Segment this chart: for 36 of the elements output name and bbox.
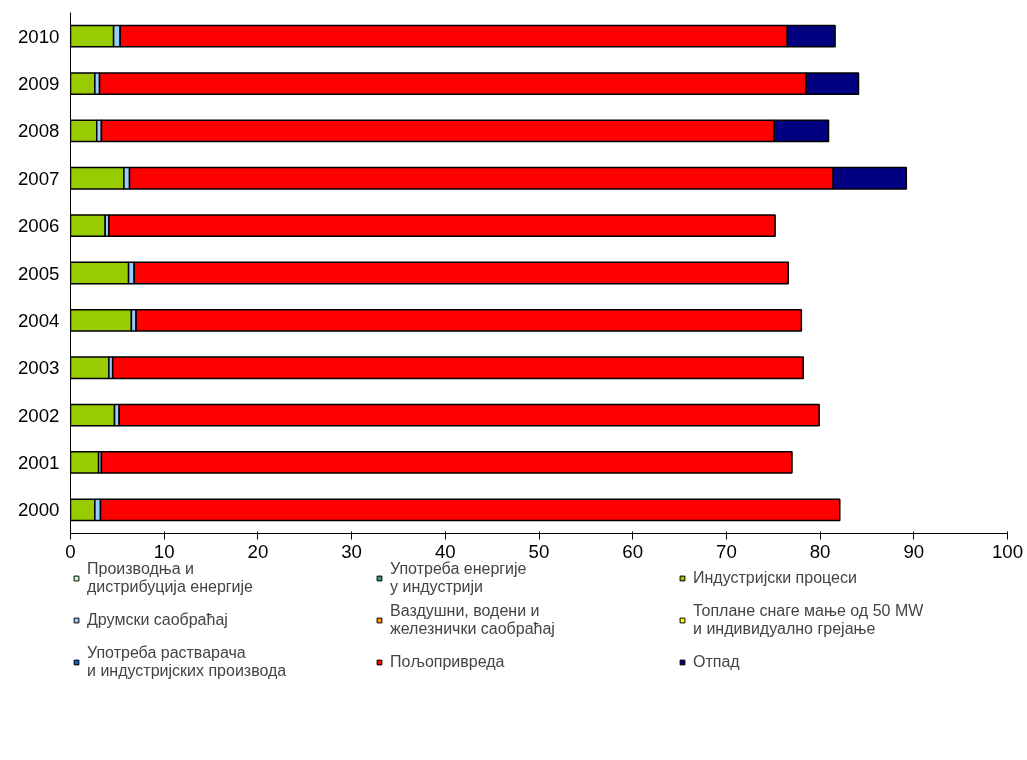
x-tick-label: 80 — [809, 540, 831, 562]
x-tick-label: 70 — [716, 540, 737, 562]
y-tick-label: 2000 — [18, 499, 60, 521]
y-tick-label: 2007 — [18, 167, 60, 189]
x-tick-label: 20 — [247, 540, 269, 562]
x-tick-label: 30 — [341, 540, 362, 562]
legend-label: Пољопривреда — [390, 653, 506, 671]
y-tick-label: 2004 — [18, 309, 60, 331]
bar — [100, 451, 793, 474]
y-tick-label: 2001 — [18, 451, 60, 473]
x-tick-label: 40 — [434, 540, 456, 562]
legend-label: Индустријски процеси — [693, 569, 858, 587]
legend-label: Употреба растварача и индустријских производа — [87, 644, 288, 680]
x-tick-label: 0 — [65, 540, 76, 562]
legend-label: Друмски саобраћај — [87, 611, 229, 629]
legend-label: Производња и дистрибуција енергије — [87, 560, 254, 596]
y-tick-label: 2005 — [18, 262, 60, 284]
x-tick-label: 100 — [991, 540, 1024, 562]
bar — [135, 308, 803, 332]
x-tick-label: 60 — [622, 540, 644, 562]
x-tick-label: 10 — [153, 540, 175, 562]
bar — [118, 403, 820, 427]
legend-label: Употреба енергије у индустрији — [390, 560, 528, 596]
bar — [111, 356, 804, 380]
y-tick-label: 2009 — [18, 73, 60, 95]
y-tick-label: 2003 — [18, 357, 60, 379]
legend-label: Ваздушни, водени и железнички саобраћај — [390, 602, 556, 638]
legend-label: Отпад — [693, 653, 741, 671]
legend-label: Топлане снаге мање од 50 MW и индивидуално грејање — [693, 602, 925, 638]
bar — [108, 214, 776, 238]
y-tick-label: 2008 — [18, 120, 60, 142]
y-tick-label: 2010 — [18, 25, 60, 47]
y-tick-label: 2002 — [18, 404, 60, 426]
y-tick-label: 2006 — [18, 215, 60, 237]
x-tick-label: 90 — [903, 540, 925, 562]
x-tick-label: 50 — [528, 540, 550, 562]
